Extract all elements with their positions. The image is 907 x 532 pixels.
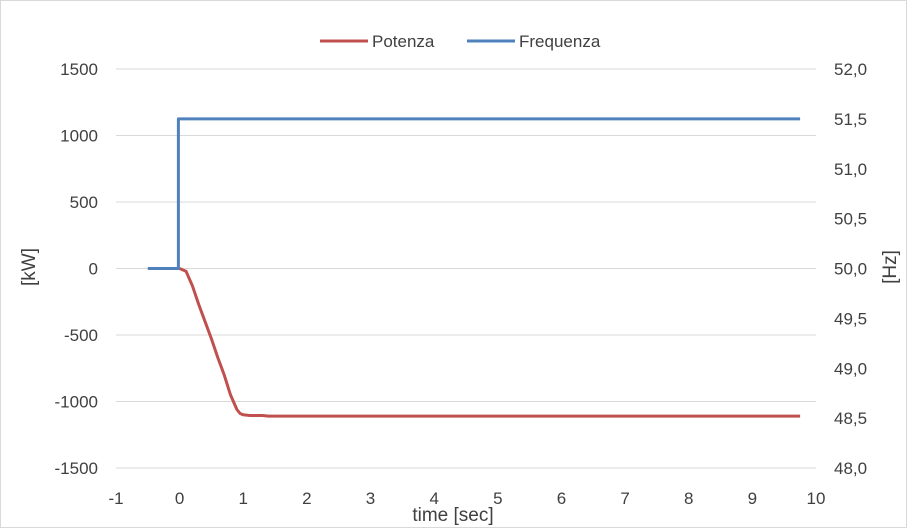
right-y-tick-label: 49,5: [834, 309, 867, 328]
x-tick-label: 4: [429, 489, 438, 508]
x-tick-label: 8: [684, 489, 693, 508]
left-y-tick-label: -1500: [55, 459, 98, 478]
right-axis-title: [Hz]: [880, 250, 901, 284]
left-y-tick-label: 1500: [60, 60, 98, 79]
legend: Potenza Frequenza: [320, 32, 601, 51]
x-tick-label: 5: [493, 489, 502, 508]
x-axis-title: time [sec]: [412, 505, 493, 526]
x-tick-label: -1: [108, 489, 123, 508]
x-tick-label: 1: [239, 489, 248, 508]
x-axis-ticks: -1 0 1 2 3 4 5 6 7 8 9 10: [108, 489, 825, 508]
right-axis-ticks: 52,0 51,5 51,0 50,5 50,0 49,5 49,0 48,5 48,0: [834, 60, 867, 478]
right-y-tick-label: 48,0: [834, 459, 867, 478]
right-y-tick-label: 52,0: [834, 60, 867, 79]
left-axis-ticks: 1500 1000 500 0 -500 -1000 -1500: [55, 60, 98, 478]
x-tick-label: 7: [620, 489, 629, 508]
left-y-tick-label: -1000: [55, 393, 98, 412]
legend-label-frequenza: Frequenza: [519, 32, 601, 51]
left-axis-title: [kW]: [19, 248, 40, 286]
legend-label-potenza: Potenza: [372, 32, 435, 51]
gridlines: [116, 68, 816, 469]
series-line-potenza: [179, 267, 801, 418]
left-y-tick-label: -500: [64, 326, 98, 345]
left-y-tick-label: 0: [89, 260, 98, 279]
series-line-frequenza: [147, 117, 801, 270]
right-y-tick-label: 51,0: [834, 160, 867, 179]
series-layer: [147, 117, 801, 418]
x-tick-label: 10: [807, 489, 826, 508]
x-tick-label: 6: [557, 489, 566, 508]
right-y-tick-label: 50,0: [834, 260, 867, 279]
right-y-tick-label: 49,0: [834, 359, 867, 378]
x-tick-label: 2: [302, 489, 311, 508]
right-y-tick-label: 50,5: [834, 210, 867, 229]
x-tick-label: 3: [366, 489, 375, 508]
left-y-tick-label: 1000: [60, 127, 98, 146]
x-tick-label: 0: [175, 489, 184, 508]
right-y-tick-label: 51,5: [834, 110, 867, 129]
right-y-tick-label: 48,5: [834, 409, 867, 428]
left-y-tick-label: 500: [70, 193, 98, 212]
x-tick-label: 9: [748, 489, 757, 508]
